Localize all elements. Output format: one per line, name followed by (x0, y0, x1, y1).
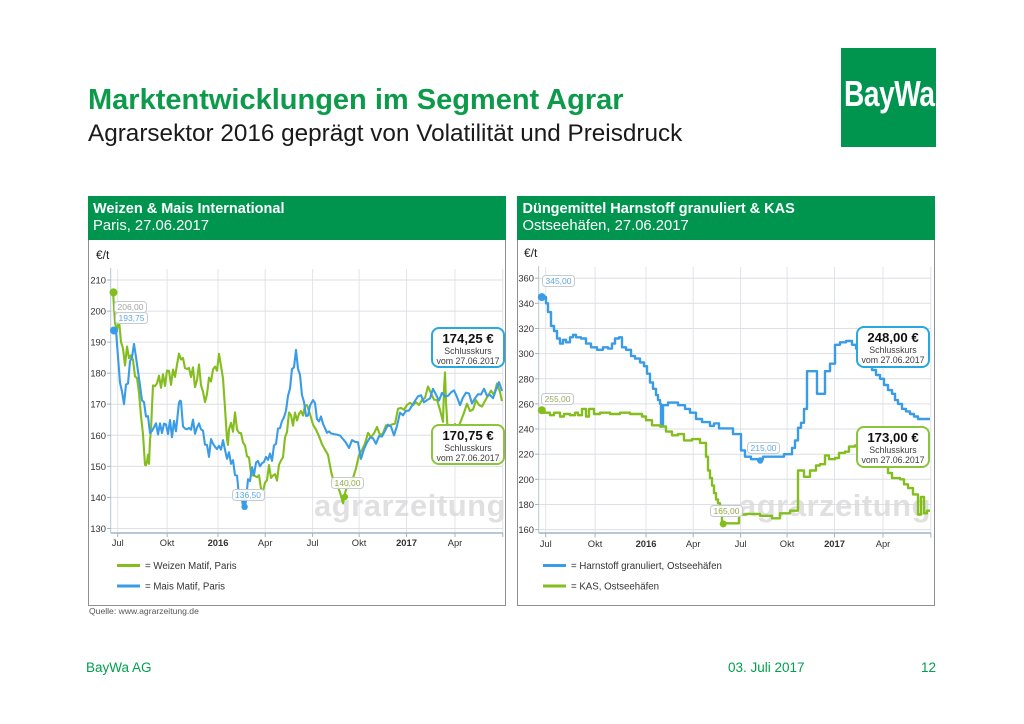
svg-text:Apr: Apr (686, 538, 701, 549)
svg-text:200: 200 (90, 306, 106, 317)
svg-text:Jul: Jul (112, 537, 124, 548)
svg-text:= Weizen Matif, Paris: = Weizen Matif, Paris (145, 561, 237, 572)
svg-text:Apr: Apr (876, 538, 891, 549)
svg-text:2016: 2016 (636, 538, 657, 549)
svg-text:280: 280 (518, 373, 534, 384)
svg-text:320: 320 (518, 323, 534, 334)
svg-text:Apr: Apr (258, 537, 273, 548)
svg-text:€/t: €/t (524, 246, 538, 260)
svg-text:agrarzeitung: agrarzeitung (739, 488, 931, 523)
svg-text:150: 150 (90, 461, 106, 472)
svg-text:2017: 2017 (396, 537, 417, 548)
svg-text:Okt: Okt (780, 538, 795, 549)
svg-text:2016: 2016 (208, 537, 229, 548)
svg-text:180: 180 (518, 499, 534, 510)
svg-text:Okt: Okt (588, 538, 603, 549)
svg-text:Okt: Okt (352, 537, 367, 548)
svg-text:220: 220 (518, 449, 534, 460)
svg-text:300: 300 (518, 348, 534, 359)
svg-text:260: 260 (518, 398, 534, 409)
svg-text:360: 360 (518, 273, 534, 284)
svg-text:180: 180 (90, 368, 106, 379)
svg-text:160: 160 (518, 524, 534, 535)
svg-text:190: 190 (90, 337, 106, 348)
svg-text:140: 140 (90, 492, 106, 503)
svg-text:Jul: Jul (540, 538, 552, 549)
svg-text:agrarzeitung: agrarzeitung (314, 488, 506, 523)
svg-text:= KAS, Ostseehäfen: = KAS, Ostseehäfen (571, 582, 659, 593)
svg-text:160: 160 (90, 430, 106, 441)
svg-text:€/t: €/t (96, 248, 110, 262)
svg-text:200: 200 (518, 474, 534, 485)
svg-text:Okt: Okt (160, 537, 175, 548)
svg-text:170: 170 (90, 399, 106, 410)
svg-text:Jul: Jul (735, 538, 747, 549)
svg-text:130: 130 (90, 523, 106, 534)
svg-text:210: 210 (90, 275, 106, 286)
svg-text:Apr: Apr (448, 537, 463, 548)
svg-text:= Harnstoff granuliert, Ostsee: = Harnstoff granuliert, Ostseehäfen (571, 561, 722, 572)
svg-text:2017: 2017 (824, 538, 845, 549)
svg-text:240: 240 (518, 424, 534, 435)
svg-text:340: 340 (518, 298, 534, 309)
svg-text:Jul: Jul (307, 537, 319, 548)
svg-text:= Mais Matif, Paris: = Mais Matif, Paris (145, 582, 225, 593)
